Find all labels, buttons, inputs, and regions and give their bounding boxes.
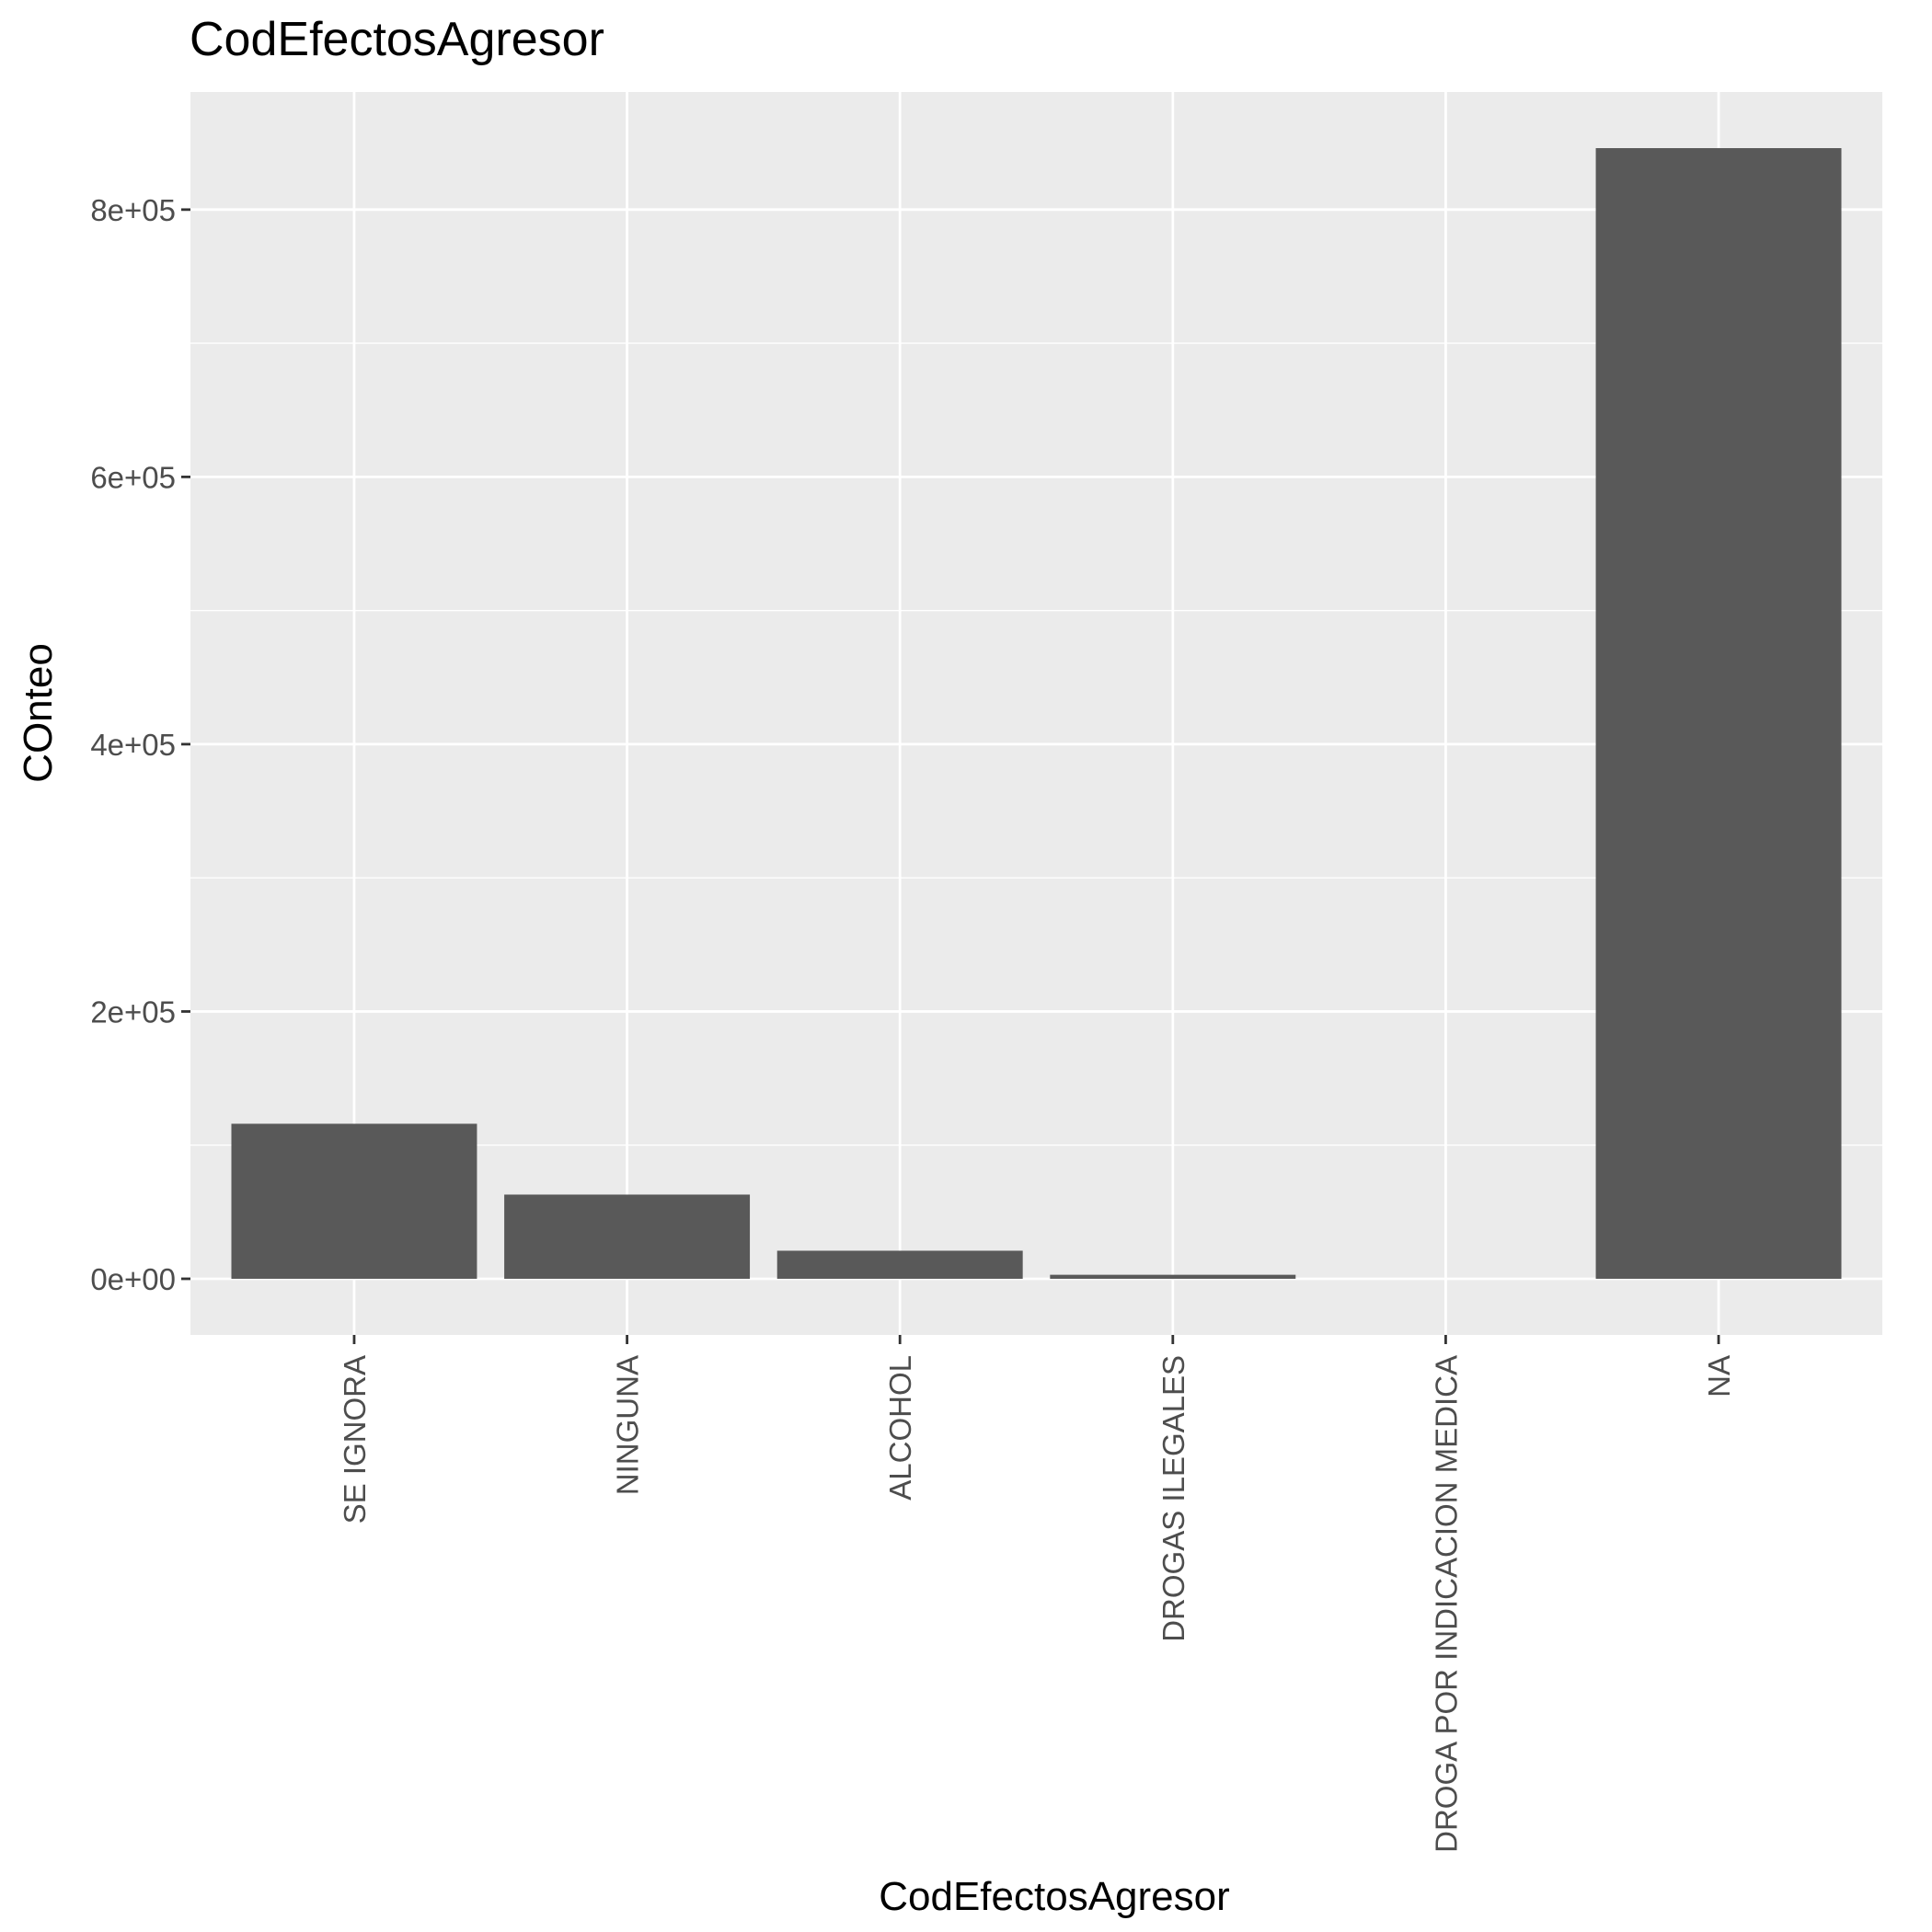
- x-tick-label: DROGA POR INDICACION MEDICA: [1429, 1355, 1463, 1853]
- y-tick-label: 8e+05: [90, 193, 176, 227]
- y-tick-label: 0e+00: [90, 1262, 176, 1296]
- x-tick-label: NA: [1702, 1355, 1736, 1397]
- x-tick-label: SE IGNORA: [338, 1355, 372, 1524]
- x-tick-label: NINGUNA: [611, 1355, 645, 1495]
- y-tick-label: 4e+05: [90, 728, 176, 762]
- bar: [1050, 1274, 1296, 1279]
- x-axis-title: CodEfectosAgresor: [879, 1874, 1230, 1919]
- y-tick-label: 2e+05: [90, 995, 176, 1029]
- chart-title: CodEfectosAgresor: [190, 13, 604, 66]
- bars: [231, 148, 1842, 1279]
- y-tick-label: 6e+05: [90, 460, 176, 494]
- bar: [231, 1123, 477, 1279]
- x-axis-ticks: SE IGNORA NINGUNA ALCOHOL DROGAS ILEGALES DR…: [338, 1335, 1736, 1853]
- x-tick-label: DROGAS ILEGALES: [1156, 1355, 1190, 1642]
- y-axis-ticks: 0e+00 2e+05 4e+05 6e+05 8e+05: [90, 193, 190, 1296]
- x-tick-label: ALCOHOL: [883, 1355, 917, 1501]
- bar: [1595, 148, 1842, 1279]
- y-axis-title: COnteo: [16, 643, 61, 783]
- bar: [504, 1194, 751, 1279]
- bar: [776, 1250, 1023, 1279]
